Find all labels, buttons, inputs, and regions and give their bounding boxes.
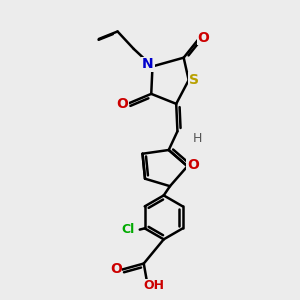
Text: S: S <box>189 73 199 87</box>
Text: O: O <box>187 158 199 172</box>
Text: H: H <box>193 132 203 145</box>
Text: Cl: Cl <box>122 223 135 236</box>
Text: O: O <box>197 31 209 45</box>
Text: O: O <box>110 262 122 275</box>
Text: O: O <box>116 97 128 111</box>
Text: OH: OH <box>143 280 164 292</box>
Text: N: N <box>142 57 154 71</box>
